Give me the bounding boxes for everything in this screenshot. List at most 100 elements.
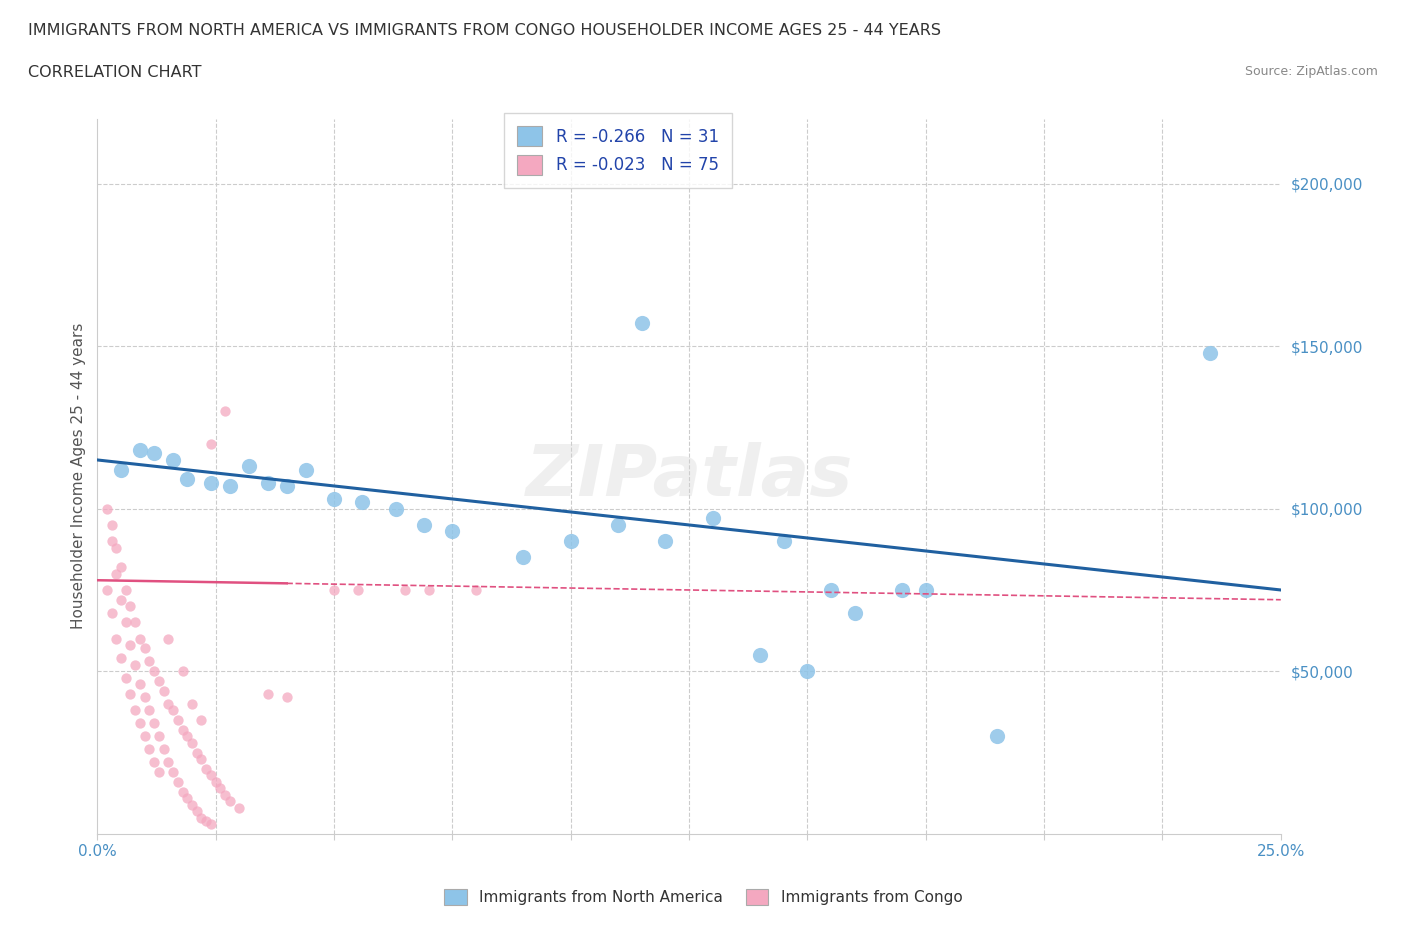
- Point: [176, 729, 198, 744]
- Point: [114, 582, 136, 597]
- Point: [219, 794, 242, 809]
- Point: [195, 762, 218, 777]
- Text: CORRELATION CHART: CORRELATION CHART: [28, 65, 201, 80]
- Point: [138, 703, 160, 718]
- Point: [323, 492, 346, 507]
- Point: [607, 517, 630, 532]
- Point: [138, 742, 160, 757]
- Point: [148, 729, 170, 744]
- Point: [129, 716, 152, 731]
- Point: [512, 550, 534, 565]
- Point: [820, 582, 842, 597]
- Text: ZIPatlas: ZIPatlas: [526, 442, 853, 511]
- Point: [176, 790, 198, 805]
- Point: [120, 638, 142, 653]
- Point: [105, 566, 128, 581]
- Point: [772, 534, 794, 549]
- Point: [986, 729, 1008, 744]
- Point: [152, 684, 174, 698]
- Point: [96, 582, 118, 597]
- Y-axis label: Householder Income Ages 25 - 44 years: Householder Income Ages 25 - 44 years: [72, 323, 86, 630]
- Point: [204, 775, 226, 790]
- Point: [162, 764, 184, 779]
- Point: [157, 631, 180, 646]
- Point: [294, 462, 316, 477]
- Point: [186, 745, 208, 760]
- Point: [134, 729, 156, 744]
- Point: [654, 534, 676, 549]
- Point: [352, 495, 374, 510]
- Point: [110, 651, 132, 666]
- Point: [96, 501, 118, 516]
- Point: [100, 534, 122, 549]
- Point: [105, 631, 128, 646]
- Point: [749, 647, 772, 662]
- Point: [418, 582, 440, 597]
- Point: [200, 817, 222, 831]
- Point: [143, 446, 166, 461]
- Point: [441, 524, 464, 538]
- Text: Source: ZipAtlas.com: Source: ZipAtlas.com: [1244, 65, 1378, 78]
- Point: [152, 742, 174, 757]
- Point: [276, 479, 298, 494]
- Point: [129, 631, 152, 646]
- Point: [105, 540, 128, 555]
- Point: [346, 582, 368, 597]
- Point: [186, 804, 208, 818]
- Point: [394, 582, 416, 597]
- Point: [100, 605, 122, 620]
- Point: [190, 810, 212, 825]
- Point: [702, 511, 724, 525]
- Point: [413, 517, 436, 532]
- Point: [172, 723, 194, 737]
- Point: [219, 479, 242, 494]
- Point: [143, 716, 166, 731]
- Point: [200, 768, 222, 783]
- Point: [560, 534, 582, 549]
- Point: [844, 605, 866, 620]
- Point: [190, 712, 212, 727]
- Point: [796, 664, 818, 679]
- Point: [238, 459, 260, 474]
- Point: [195, 814, 218, 829]
- Point: [630, 316, 652, 331]
- Point: [166, 712, 188, 727]
- Point: [256, 475, 278, 490]
- Point: [129, 443, 152, 458]
- Point: [914, 582, 936, 597]
- Point: [465, 582, 488, 597]
- Point: [114, 615, 136, 630]
- Point: [124, 658, 146, 672]
- Point: [148, 673, 170, 688]
- Point: [166, 775, 188, 790]
- Point: [110, 462, 132, 477]
- Point: [200, 475, 222, 490]
- Text: IMMIGRANTS FROM NORTH AMERICA VS IMMIGRANTS FROM CONGO HOUSEHOLDER INCOME AGES 2: IMMIGRANTS FROM NORTH AMERICA VS IMMIGRA…: [28, 23, 941, 38]
- Point: [172, 784, 194, 799]
- Point: [214, 788, 236, 803]
- Point: [172, 664, 194, 679]
- Legend: Immigrants from North America, Immigrants from Congo: Immigrants from North America, Immigrant…: [436, 882, 970, 913]
- Point: [209, 781, 232, 796]
- Point: [162, 703, 184, 718]
- Point: [256, 686, 278, 701]
- Point: [276, 690, 298, 705]
- Point: [1198, 345, 1220, 360]
- Legend: R = -0.266   N = 31, R = -0.023   N = 75: R = -0.266 N = 31, R = -0.023 N = 75: [503, 113, 733, 189]
- Point: [384, 501, 406, 516]
- Point: [129, 677, 152, 692]
- Point: [891, 582, 914, 597]
- Point: [120, 599, 142, 614]
- Point: [181, 697, 204, 711]
- Point: [181, 736, 204, 751]
- Point: [120, 686, 142, 701]
- Point: [181, 797, 204, 812]
- Point: [157, 697, 180, 711]
- Point: [157, 755, 180, 770]
- Point: [214, 404, 236, 418]
- Point: [200, 436, 222, 451]
- Point: [100, 517, 122, 532]
- Point: [228, 801, 250, 816]
- Point: [162, 453, 184, 468]
- Point: [134, 690, 156, 705]
